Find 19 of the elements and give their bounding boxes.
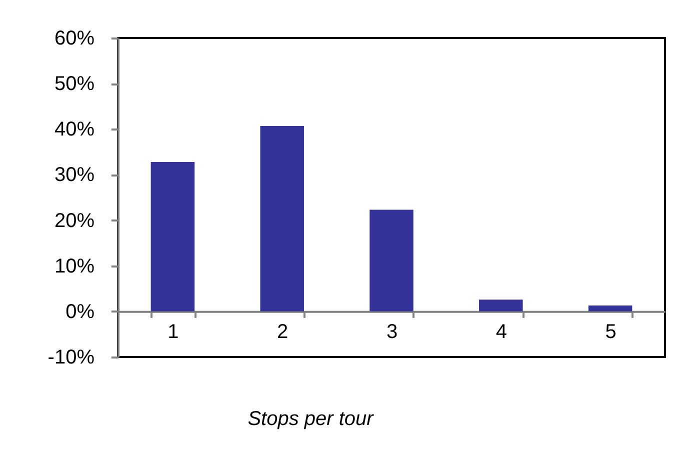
y-tick-label: 30% (54, 164, 95, 186)
bar (260, 126, 304, 312)
y-tick-label: 10% (54, 255, 95, 278)
y-tick-label: 50% (54, 73, 95, 96)
y-tick-label: 0% (66, 300, 95, 323)
x-tick-label: 1 (168, 320, 179, 343)
bar (588, 306, 632, 312)
y-tick-label: -10% (48, 346, 95, 368)
x-tick-label: 5 (605, 320, 616, 343)
x-tick-label: 3 (386, 320, 398, 343)
y-tick-label: 20% (54, 210, 95, 232)
x-tick-label: 4 (496, 320, 507, 343)
x-axis-title: Stops per tour (248, 408, 375, 430)
y-tick-label: 40% (54, 118, 95, 141)
bar (370, 210, 414, 312)
bar (479, 300, 523, 312)
bar (150, 162, 195, 312)
x-tick-label: 2 (277, 320, 288, 343)
y-tick-label: 60% (54, 28, 95, 50)
